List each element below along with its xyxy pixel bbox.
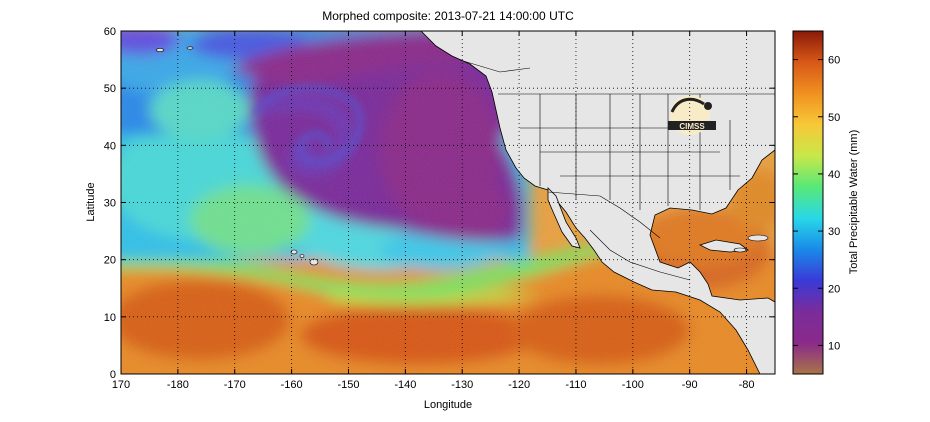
grid-lines (121, 31, 775, 374)
y-tick-label: 50 (104, 83, 116, 95)
colorbar-tick-label: 60 (828, 55, 840, 67)
x-tick-label: 170 (112, 379, 130, 391)
y-tick-label: 0 (110, 369, 116, 381)
colorbar-ticks: 10 20 30 40 50 60 (793, 55, 840, 352)
map-plot-area: CIMSS (121, 31, 775, 374)
x-tick-label: -100 (622, 379, 644, 391)
x-tick-label: -90 (682, 379, 698, 391)
logo-text: CIMSS (679, 122, 705, 131)
y-tick-label: 30 (104, 198, 116, 210)
x-axis-label: Longitude (424, 399, 472, 411)
x-tick-label: -120 (508, 379, 530, 391)
islands (155, 46, 769, 266)
x-tick-label: -150 (337, 379, 359, 391)
x-tick-label: -170 (224, 379, 246, 391)
colorbar-tick-label: 40 (828, 169, 840, 181)
y-axis-label: Latitude (85, 182, 97, 221)
x-axis-ticks: 170 -180 -170 -160 -150 -140 -130 -120 -110 -100 -… (112, 31, 755, 391)
x-tick-label: -160 (281, 379, 303, 391)
colorbar-tick-label: 50 (828, 112, 840, 124)
colorbar-tick-label: 20 (828, 283, 840, 295)
x-tick-label: -80 (739, 379, 755, 391)
x-tick-label: -110 (565, 379, 586, 391)
chart-title: Morphed composite: 2013-07-21 14:00:00 U… (322, 9, 574, 23)
y-axis-ticks: 0 10 20 30 40 50 60 (104, 26, 775, 381)
colorbar-label: Total Precipitable Water (mm) (848, 130, 860, 274)
colorbar (792, 30, 824, 375)
x-tick-label: -130 (451, 379, 473, 391)
political-borders (459, 59, 775, 281)
colorbar-tick-label: 10 (828, 340, 840, 352)
colorbar-tick-label: 30 (828, 226, 840, 238)
x-tick-label: -140 (394, 379, 416, 391)
y-tick-label: 10 (104, 312, 116, 324)
y-tick-label: 40 (104, 140, 116, 152)
y-tick-label: 60 (104, 26, 116, 38)
y-tick-label: 20 (104, 255, 116, 267)
x-tick-label: -180 (167, 379, 189, 391)
